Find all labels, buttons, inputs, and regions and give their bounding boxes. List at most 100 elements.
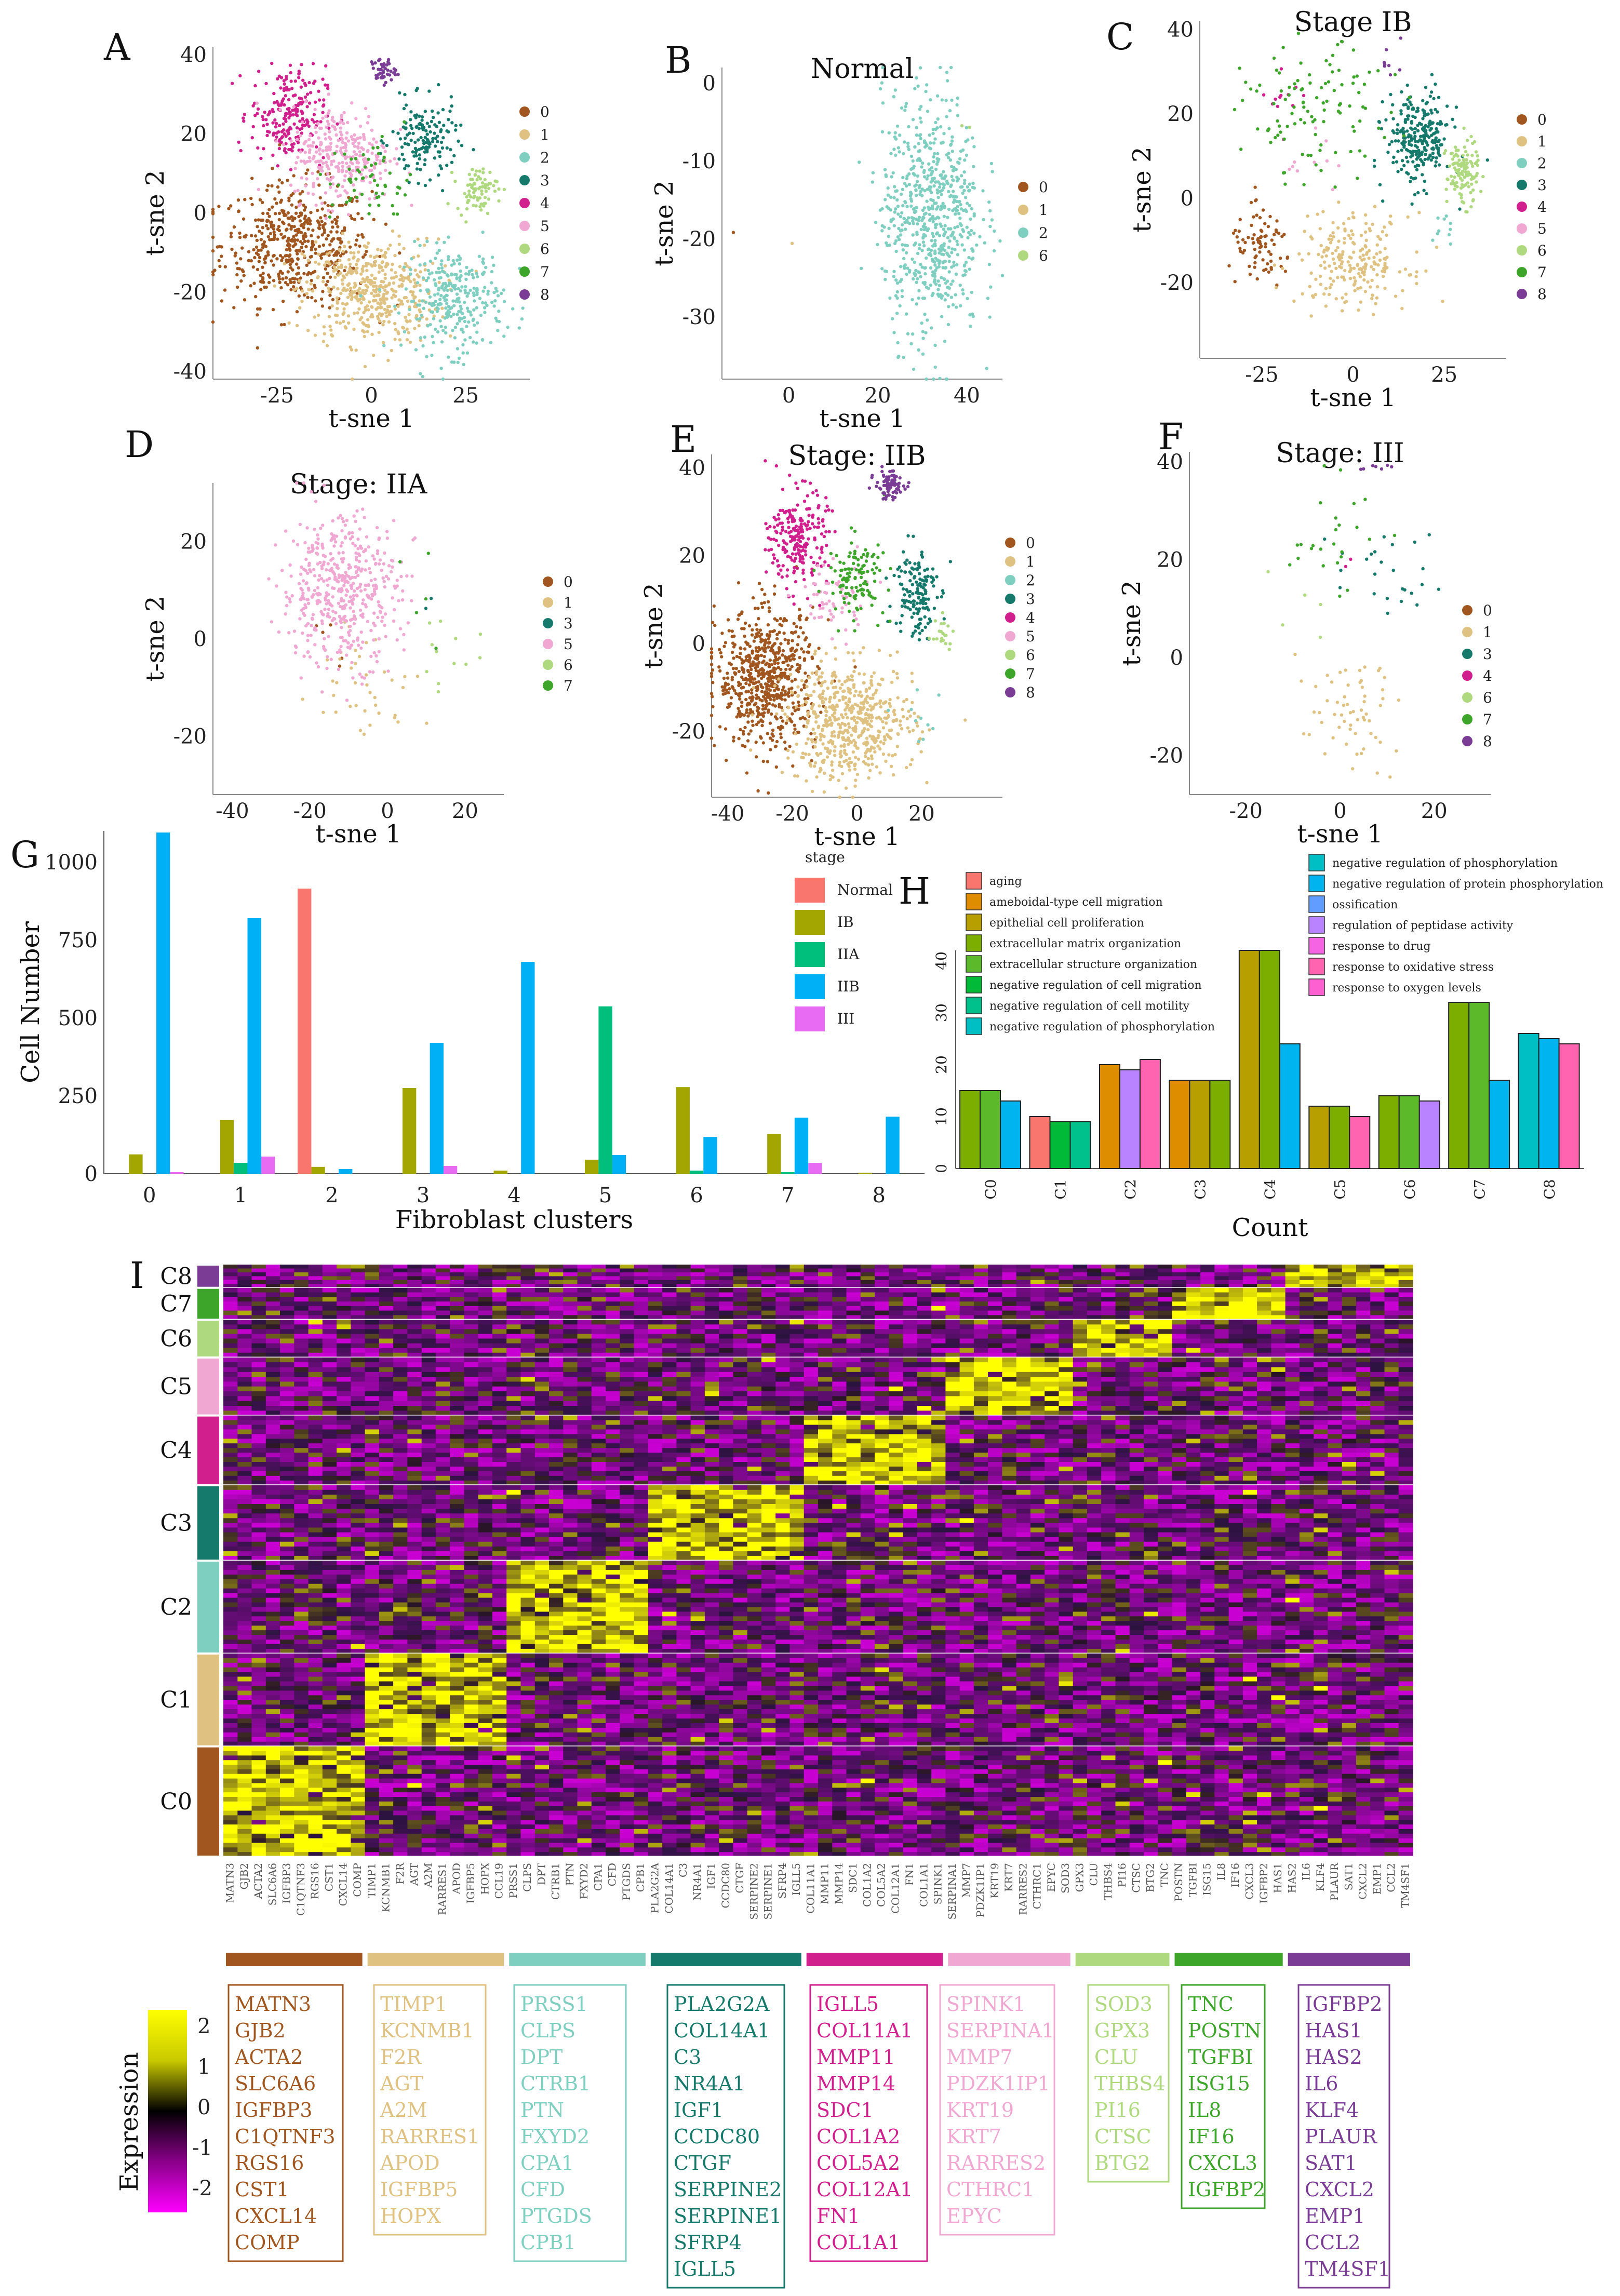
scatter-point [211, 208, 215, 211]
scatter-point [791, 701, 795, 705]
scatter-point [909, 191, 913, 194]
scatter-point [232, 306, 236, 310]
scatter-point [392, 212, 396, 216]
scatter-point [366, 324, 370, 327]
scatter-point [373, 276, 377, 280]
scatter-point [1273, 233, 1276, 236]
scatter-point [369, 628, 373, 633]
scatter-point [938, 284, 942, 287]
scatter-point [372, 638, 376, 642]
scatter-point [372, 288, 376, 292]
scatter-point [346, 646, 350, 649]
scatter-point [1373, 205, 1377, 208]
scatter-point [1410, 108, 1414, 111]
scatter-point [343, 189, 347, 193]
scatter-point [961, 288, 965, 292]
scatter-point [261, 115, 264, 118]
scatter-point [306, 168, 310, 172]
scatter-point [788, 745, 792, 748]
scatter-point [890, 175, 894, 179]
scatter-point [951, 169, 955, 172]
scatter-point [709, 736, 714, 740]
scatter-point [1434, 82, 1437, 86]
scatter-point [1337, 69, 1341, 72]
scatter-point [1437, 96, 1441, 99]
scatter-point [1349, 268, 1353, 272]
scatter-point [766, 732, 770, 735]
scatter-point [1276, 104, 1279, 109]
scatter-point [352, 594, 355, 598]
scatter-point [458, 279, 462, 283]
scatter-point [372, 256, 377, 259]
scatter-point [900, 289, 904, 293]
scatter-point [329, 552, 332, 556]
panel-letter-d: D [125, 423, 154, 466]
scatter-point [411, 131, 415, 136]
scatter-point [805, 679, 809, 683]
scatter-point [1361, 253, 1365, 257]
scatter-point [337, 516, 340, 520]
scatter-point [254, 218, 258, 222]
scatter-point [290, 143, 294, 146]
scatter-point [343, 606, 346, 610]
scatter-point [276, 185, 280, 189]
scatter-point [323, 231, 326, 234]
scatter-point [262, 124, 265, 128]
scatter-point [367, 212, 371, 216]
scatter-point [437, 237, 440, 241]
scatter-point [1455, 181, 1458, 184]
scatter-point [427, 272, 432, 276]
scatter-point [419, 289, 422, 292]
scatter-point [936, 117, 940, 121]
legend-label: 4 [1537, 198, 1547, 216]
scatter-point [323, 332, 326, 335]
scatter-point [285, 227, 289, 231]
scatter-point [919, 275, 922, 279]
scatter-point [914, 268, 918, 273]
scatter-point [789, 649, 793, 653]
scatter-point [758, 673, 762, 676]
scatter-point [797, 635, 800, 639]
scatter-point [883, 277, 887, 281]
scatter-point [358, 150, 362, 154]
scatter-point [1406, 160, 1410, 164]
scatter-point [1363, 230, 1368, 234]
scatter-point [335, 681, 339, 684]
scatter-point [254, 294, 258, 299]
scatter-point [1343, 268, 1347, 273]
scatter-point [347, 575, 351, 579]
scatter-point [272, 237, 276, 241]
scatter-point [1430, 73, 1434, 76]
scatter-point [316, 220, 320, 224]
scatter-point [310, 549, 314, 553]
scatter-point [430, 643, 434, 647]
scatter-point [352, 589, 356, 593]
panel-title: Stage: IIB [788, 440, 926, 472]
scatter-point [966, 202, 969, 205]
scatter-point [460, 327, 464, 331]
scatter-point [406, 142, 409, 146]
scatter-point [328, 130, 331, 133]
scatter-point [389, 70, 393, 73]
scatter-point [398, 251, 401, 255]
scatter-point [913, 87, 917, 90]
scatter-point [933, 251, 937, 255]
scatter-point [445, 129, 449, 133]
scatter-point [942, 170, 945, 173]
scatter-point [720, 632, 724, 635]
scatter-point [940, 294, 944, 298]
scatter-point [356, 212, 360, 216]
scatter-point [909, 342, 913, 346]
scatter-point [337, 580, 340, 584]
scatter-point [709, 655, 714, 659]
scatter-point [777, 647, 781, 651]
scatter-point [798, 618, 802, 622]
scatter-point [361, 277, 365, 281]
scatter-point [305, 118, 309, 122]
scatter-point [399, 343, 403, 347]
scatter-point [382, 83, 386, 87]
scatter-point [271, 167, 274, 170]
scatter-point [915, 280, 918, 284]
scatter-point [274, 122, 278, 125]
scatter-point [458, 262, 461, 266]
